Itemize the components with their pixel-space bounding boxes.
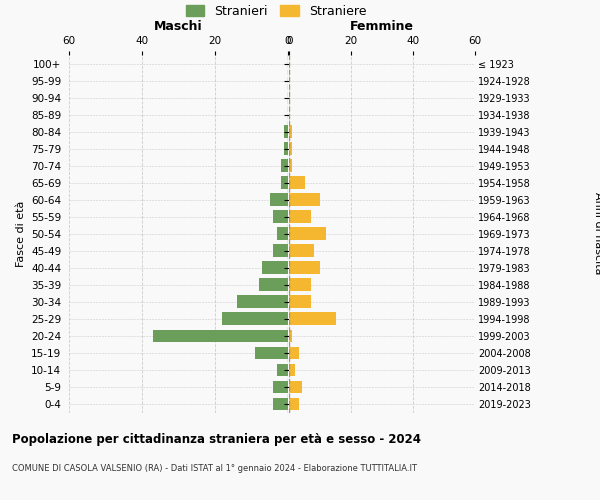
Bar	[274, 398, 288, 410]
Bar	[237, 296, 288, 308]
Bar	[289, 160, 292, 172]
Bar	[289, 380, 302, 394]
Bar	[289, 398, 299, 410]
Bar	[289, 194, 320, 206]
Bar	[289, 210, 311, 223]
Bar	[289, 346, 299, 360]
Bar	[289, 125, 292, 138]
Bar	[255, 346, 288, 360]
Bar	[289, 278, 311, 291]
Bar	[284, 142, 288, 155]
Y-axis label: Anni di nascita: Anni di nascita	[593, 192, 600, 275]
X-axis label: Femmine: Femmine	[350, 20, 414, 34]
Bar	[289, 228, 326, 240]
X-axis label: Maschi: Maschi	[154, 20, 203, 34]
Bar	[277, 228, 288, 240]
Y-axis label: Fasce di età: Fasce di età	[16, 200, 26, 267]
Bar	[289, 244, 314, 257]
Bar	[262, 262, 288, 274]
Bar	[289, 312, 336, 326]
Bar	[281, 176, 288, 189]
Bar	[289, 364, 295, 376]
Bar	[289, 330, 292, 342]
Bar	[289, 142, 292, 155]
Text: COMUNE DI CASOLA VALSENIO (RA) - Dati ISTAT al 1° gennaio 2024 - Elaborazione TU: COMUNE DI CASOLA VALSENIO (RA) - Dati IS…	[12, 464, 417, 473]
Bar	[270, 194, 288, 206]
Bar	[289, 262, 320, 274]
Bar	[274, 210, 288, 223]
Bar	[284, 125, 288, 138]
Bar	[153, 330, 288, 342]
Bar	[223, 312, 288, 326]
Bar	[289, 176, 305, 189]
Bar	[259, 278, 288, 291]
Bar	[277, 364, 288, 376]
Bar	[274, 380, 288, 394]
Bar	[281, 160, 288, 172]
Bar	[289, 296, 311, 308]
Text: Popolazione per cittadinanza straniera per età e sesso - 2024: Popolazione per cittadinanza straniera p…	[12, 432, 421, 446]
Bar	[274, 244, 288, 257]
Legend: Stranieri, Straniere: Stranieri, Straniere	[181, 0, 371, 23]
